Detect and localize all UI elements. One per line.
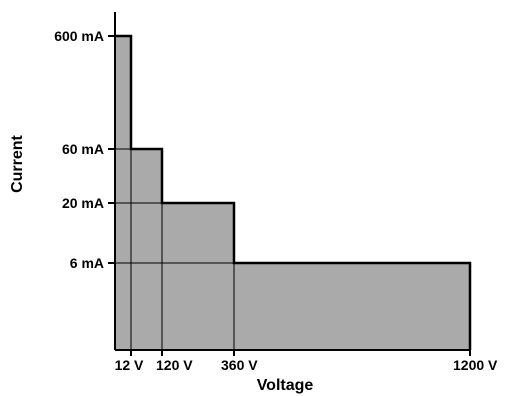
y-tick-label-3: 20 mA — [62, 195, 104, 211]
y-tick-label-4: 6 mA — [70, 255, 104, 271]
y-tick-label-1: 600 mA — [54, 28, 104, 44]
x-tick-label-2: 120 V — [156, 357, 193, 373]
step-area-4 — [234, 263, 470, 350]
step-area-3 — [162, 203, 234, 350]
x-tick-label-4: 1200 V — [453, 357, 498, 373]
y-axis-title: Current — [9, 134, 26, 192]
step-area-1 — [115, 36, 131, 350]
x-tick-label-1: 12 V — [115, 357, 144, 373]
step-outline — [115, 34, 472, 350]
step-area-2 — [131, 149, 162, 350]
y-tick-label-2: 60 mA — [62, 141, 104, 157]
x-axis-title: Voltage — [257, 377, 314, 394]
x-tick-label-3: 360 V — [221, 357, 258, 373]
